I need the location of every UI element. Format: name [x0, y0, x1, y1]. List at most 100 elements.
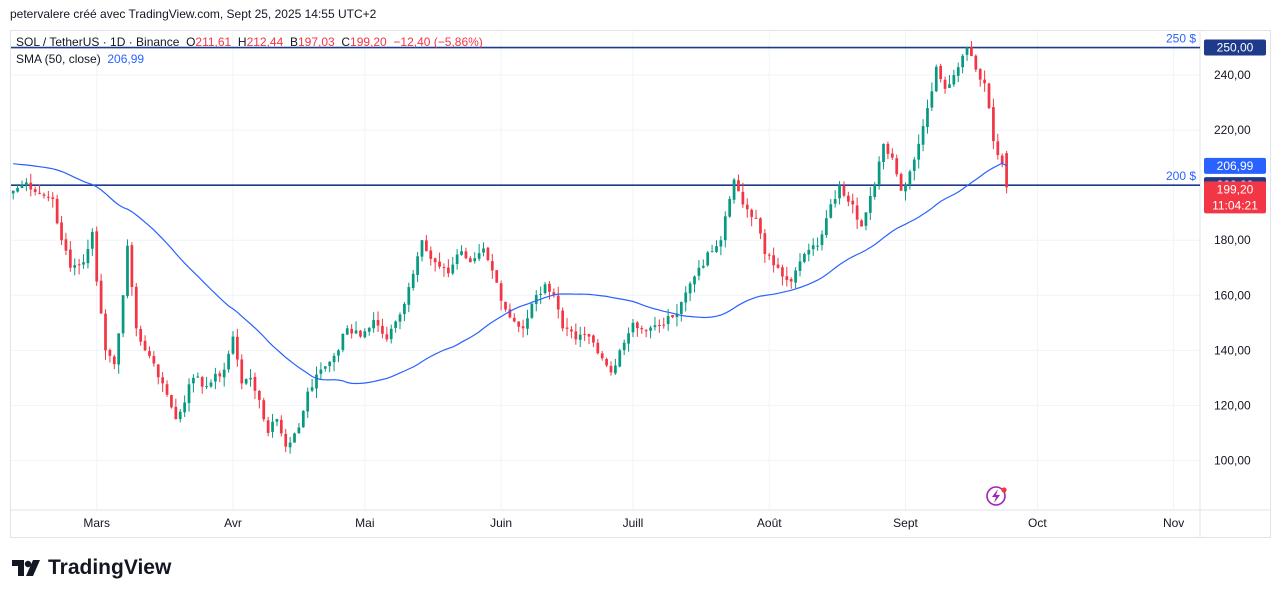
candle-body [341, 333, 345, 350]
candle-body [236, 336, 239, 360]
candle-body [803, 253, 806, 262]
candle [701, 259, 705, 269]
candle-body [578, 334, 582, 340]
candle-body [112, 356, 116, 365]
candle-body [121, 295, 125, 334]
candle [970, 40, 973, 57]
candle-body [174, 406, 178, 420]
candle [772, 247, 775, 273]
candle [715, 240, 718, 254]
tradingview-logo-text: TradingView [48, 556, 172, 579]
tradingview-logo[interactable]: TradingView [12, 556, 171, 580]
candle-body [310, 387, 314, 391]
symbol-label[interactable]: SOL / TetherUS · 1D · Binance [16, 35, 180, 49]
candle [482, 242, 485, 257]
candle [99, 273, 103, 314]
candle [363, 328, 367, 339]
candle-body [433, 258, 437, 263]
candle-body [376, 320, 380, 326]
candle [517, 321, 521, 333]
candle [130, 242, 134, 296]
candle-body [688, 283, 692, 294]
price-axis[interactable]: 100,00 120,00 140,00 160,00 180,00 220,00 240,… [1214, 68, 1251, 467]
candle-body [890, 153, 894, 158]
candle [956, 62, 960, 83]
candle-body [504, 301, 507, 310]
sma-label[interactable]: SMA (50, close) [16, 52, 101, 66]
candle [657, 319, 661, 333]
candle [807, 243, 811, 262]
candle-body [789, 279, 793, 282]
candle-body [710, 251, 714, 253]
candle-body [1005, 153, 1008, 188]
y-tick-label: 100,00 [1214, 453, 1251, 467]
candle [644, 328, 648, 338]
candle-body [767, 254, 771, 256]
candle-body [55, 198, 59, 224]
candle [803, 252, 806, 264]
candle [134, 282, 138, 337]
candle-body [196, 376, 200, 378]
candle-body [394, 321, 397, 328]
x-tick-label: Oct [1028, 516, 1047, 530]
candle [684, 286, 688, 312]
candle [156, 363, 160, 385]
candle-body [104, 313, 107, 351]
candle [323, 366, 327, 372]
candle [455, 249, 459, 270]
candle-body [552, 292, 556, 296]
candle [319, 362, 323, 380]
candle [530, 303, 534, 320]
candle-body [697, 267, 701, 276]
candle [794, 267, 797, 289]
candle-body [952, 75, 956, 85]
candle [649, 325, 652, 339]
candle [372, 312, 375, 333]
x-tick-label: Juin [490, 516, 512, 530]
candle-body [978, 69, 982, 80]
candle-body [904, 184, 907, 192]
candle-body [429, 250, 433, 259]
candle [737, 174, 740, 192]
candle-body [68, 249, 72, 268]
candle-body [851, 200, 855, 205]
candle [64, 232, 68, 256]
candle [930, 82, 934, 111]
candle-body [205, 386, 208, 388]
candle [495, 270, 499, 283]
lightning-icon[interactable] [986, 486, 1007, 506]
candle [574, 323, 578, 345]
candle [965, 46, 969, 61]
candle-body [657, 324, 661, 326]
candle [846, 191, 850, 207]
candle [719, 236, 723, 256]
candle-body [315, 374, 318, 389]
time-axis[interactable]: Mars Avr Mai Juin Juill Août Sept Oct Nov [83, 516, 1184, 530]
candle-body [161, 377, 165, 384]
candle-body [332, 355, 336, 363]
candle-body [886, 143, 890, 154]
candle [200, 375, 204, 394]
candle-body [33, 189, 37, 193]
candle [759, 217, 762, 240]
candle-body [820, 234, 824, 246]
x-tick-label: Avr [224, 516, 242, 530]
candle-body [438, 261, 441, 267]
candle-body [187, 384, 191, 404]
y-tick-label: 160,00 [1214, 288, 1251, 302]
candle-body [227, 353, 230, 370]
candle [218, 370, 222, 383]
low-label: B [289, 35, 298, 49]
candle [306, 387, 310, 418]
candle [890, 148, 894, 160]
candle [1000, 153, 1004, 168]
candle-body [701, 265, 705, 268]
candle-body [495, 270, 499, 283]
candle [767, 252, 771, 260]
candle [345, 325, 349, 336]
candle-body [134, 286, 138, 329]
open-value: 211,61 [195, 35, 232, 49]
candle [596, 339, 600, 355]
chart-frame [10, 30, 1271, 538]
